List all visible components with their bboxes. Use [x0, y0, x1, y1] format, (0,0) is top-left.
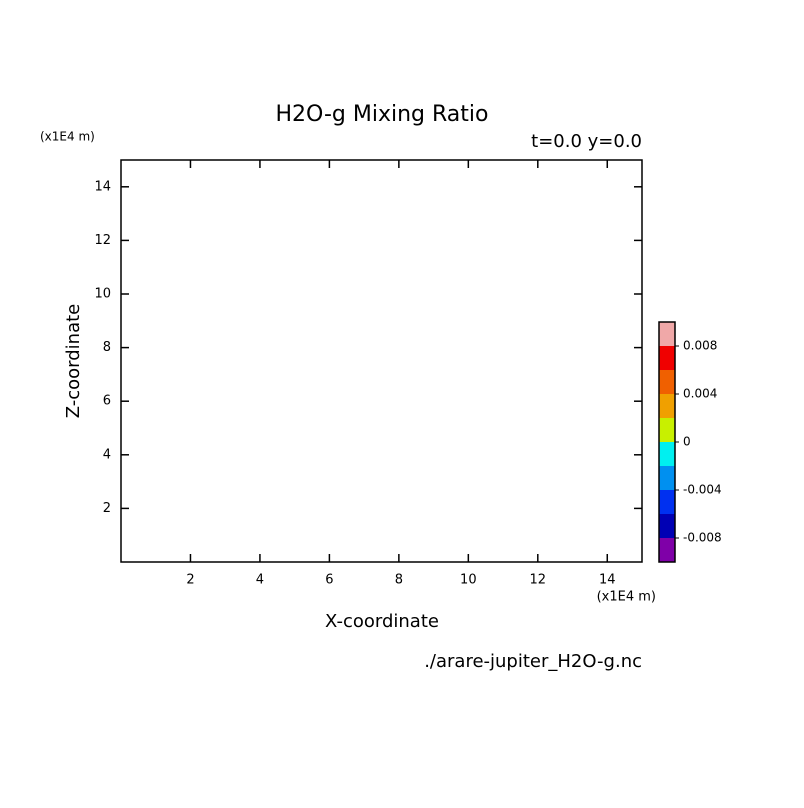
x-unit: (x1E4 m)	[597, 590, 656, 605]
x-tick-label: 4	[256, 573, 264, 588]
colorbar-tick-label: 0.004	[683, 387, 717, 401]
colorbar-bin	[659, 394, 675, 418]
y-tick-label: 10	[94, 287, 111, 302]
source-file: ./arare-jupiter_H2O-g.nc	[424, 651, 642, 672]
colorbar-tick-label: 0.008	[683, 339, 717, 353]
y-axis-label: Z-coordinate	[63, 304, 84, 419]
colorbar-bin	[659, 466, 675, 490]
x-tick-label: 6	[325, 573, 333, 588]
plot-frame	[120, 159, 643, 563]
x-tick-label: 12	[530, 573, 547, 588]
y-unit: (x1E4 m)	[40, 130, 95, 144]
x-axis-label: X-coordinate	[325, 611, 439, 632]
x-tick-label: 8	[395, 573, 403, 588]
colorbar-bin	[659, 514, 675, 538]
colorbar-bin	[659, 490, 675, 514]
colorbar-bin	[659, 322, 675, 346]
x-tick-label: 2	[186, 573, 194, 588]
colorbar-bin	[659, 418, 675, 442]
x-tick-label: 10	[460, 573, 477, 588]
y-tick-label: 8	[103, 340, 111, 355]
y-tick-label: 14	[94, 179, 111, 194]
colorbar-bin	[659, 538, 675, 562]
colorbar-bin	[659, 442, 675, 466]
y-tick-label: 2	[103, 501, 111, 516]
y-tick-label: 12	[94, 233, 111, 248]
colorbar-tick-label: 0	[683, 435, 691, 449]
x-tick-label: 14	[599, 573, 616, 588]
y-tick-label: 4	[103, 447, 111, 462]
colorbar-bin	[659, 370, 675, 394]
chart-title: H2O-g Mixing Ratio	[276, 102, 489, 127]
y-tick-label: 6	[103, 394, 111, 409]
colorbar-bin	[659, 346, 675, 370]
colorbar-tick-label: -0.008	[683, 531, 722, 545]
colorbar-tick-label: -0.004	[683, 483, 722, 497]
subtitle: t=0.0 y=0.0	[531, 131, 642, 152]
